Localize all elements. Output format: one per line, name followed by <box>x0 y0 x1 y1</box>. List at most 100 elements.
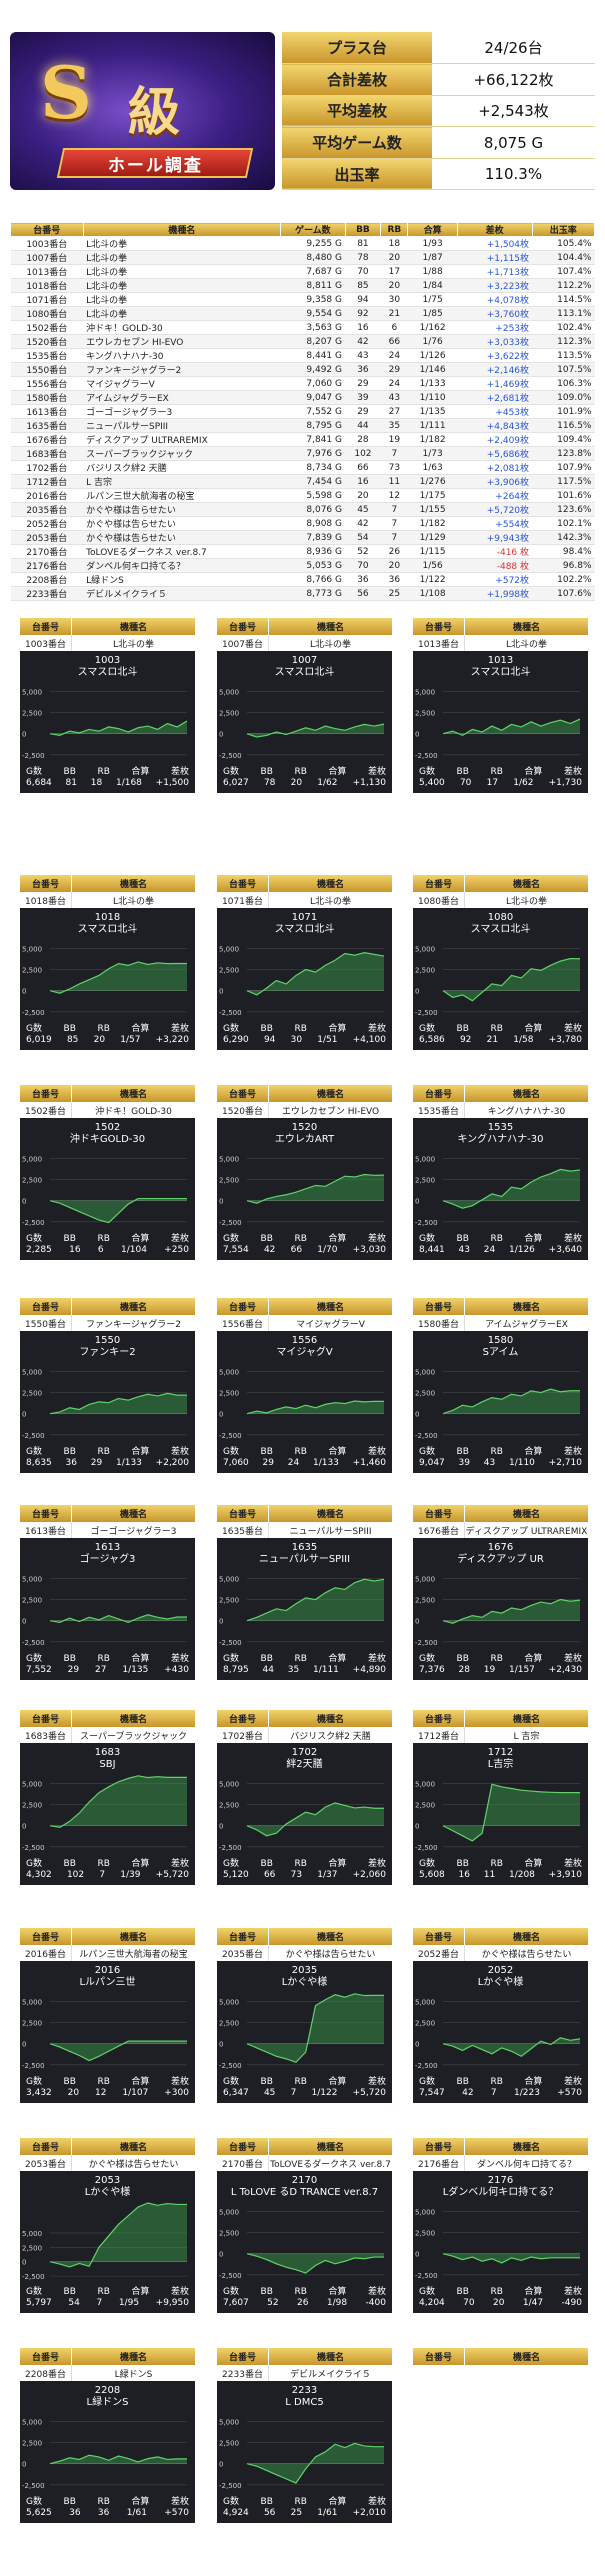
graph-card[interactable]: 台番号 機種名 1502番台 沖ドキ！GOLD-30 1502 沖ドキGOLD-30 5,0… <box>20 1085 195 1260</box>
graph-card[interactable]: 台番号 機種名 2208番台 L緑ドンS 2208 L緑ドンS 5,000 2,500 0 -2,… <box>20 2348 195 2523</box>
table-cell: 7 <box>380 516 408 531</box>
card-subheader: 2016番台 ルパン三世大航海者の秘宝 <box>20 1945 195 1961</box>
table-cell: 1071番台 <box>10 292 84 307</box>
footer-label: RB <box>490 1859 503 1869</box>
table-cell: 25 <box>380 586 408 601</box>
table-row: 1580番台 アイムジャグラーEX 9,047 G 39 43 1/110 +2,681枚 1… <box>10 390 595 405</box>
table-cell: 12 <box>380 488 408 503</box>
footer-label: 差枚 <box>367 1234 386 1244</box>
logo-letter: S <box>40 50 92 135</box>
graph-card[interactable]: 台番号 機種名 2170番台 ToLOVEるダークネス ver.8.7 2170 L To… <box>217 2138 392 2313</box>
footer-value: +1,730 <box>548 778 582 788</box>
graph-card[interactable]: 台番号 機種名 1520番台 エウレカセブン HI-EVO 1520 エウレカART 5,0… <box>217 1085 392 1260</box>
graph-title: 1550 ファンキー2 <box>20 1335 195 1359</box>
footer-value: 4,302 <box>26 1870 52 1880</box>
table-cell: エウレカセブン HI-EVO <box>83 334 281 349</box>
machine-number: 2052番台 <box>413 1945 465 1961</box>
graph-card[interactable]: 台番号 機種名 2016番台 ルパン三世大航海者の秘宝 2016 Lルパン三世 5,000 2… <box>20 1928 195 2103</box>
footer-label: G数 <box>26 1654 42 1664</box>
graph-card[interactable]: 台番号 機種名 1007番台 L北斗の拳 1007 スマスロ北斗 5,000 2,500 0 -2… <box>217 618 392 793</box>
graph-machine: ファンキー2 <box>79 1347 136 1358</box>
footer-value: 6 <box>97 1245 104 1255</box>
graph-card[interactable]: 台番号 機種名 1003番台 L北斗の拳 1003 スマスロ北斗 5,000 2,500 0 -2… <box>20 618 195 793</box>
graph-card[interactable]: 台番号 機種名 1683番台 スーパーブラックジャック 1683 SBJ 5,000 2,50… <box>20 1710 195 1885</box>
graph-card[interactable]: 台番号 機種名 1613番台 ゴーゴージャグラー3 1613 ゴージャグ3 5,000 2,5… <box>20 1505 195 1680</box>
graph-card[interactable]: 台番号 機種名 2052番台 かぐや様は告らせたい 2052 Lかぐや様 5,000 2,50… <box>413 1928 588 2103</box>
table-cell: 8,908 G <box>280 516 345 531</box>
graph-machine: スマスロ北斗 <box>470 924 531 935</box>
footer-value: 8,795 <box>223 1665 249 1675</box>
y-tick-label: 2,500 <box>415 1177 435 1185</box>
machine-name: デビルメイクライ５ <box>290 2369 371 2380</box>
footer-value: +3,780 <box>548 1035 582 1045</box>
graph-card[interactable]: 台番号 機種名 2035番台 かぐや様は告らせたい 2035 Lかぐや様 5,000 2,50… <box>217 1928 392 2103</box>
graph-card[interactable]: 台番号 機種名 1535番台 キングハナハナ-30 1535 キングハナハナ-30 5,00… <box>413 1085 588 1260</box>
table-cell: 1/133 <box>407 376 458 391</box>
table-cell: 16 <box>345 320 381 335</box>
machine-number: 1080番台 <box>413 892 465 908</box>
footer-value: 1/111 <box>312 1665 339 1675</box>
footer-value: 27 <box>95 1665 107 1675</box>
graph-card[interactable]: 台番号 機種名 2176番台 ダンベル何キロ持てる？ 2176 Lダンベル何キロ持てる？ 5… <box>413 2138 588 2313</box>
table-cell: 1/135 <box>407 404 458 419</box>
machine-name: L北斗の拳 <box>309 896 351 907</box>
footer-label: G数 <box>26 1447 42 1457</box>
footer-value: 1/62 <box>513 778 534 788</box>
graph-card[interactable]: 台番号 機種名 1580番台 アイムジャグラーEX 1580 Sアイム 5,000 2,500… <box>413 1298 588 1473</box>
footer-labels: G数 BB RB 合算 差枚 <box>223 2077 386 2088</box>
table-cell: 39 <box>345 390 381 405</box>
card-no-label: 台番号 <box>413 618 465 635</box>
graph-number: 1580 <box>487 1335 514 1346</box>
table-cell: 29 <box>345 376 381 391</box>
footer-label: RB <box>294 1654 307 1664</box>
footer-label: 差枚 <box>170 1859 189 1869</box>
graph-card[interactable]: 台番号 機種名 1635番台 ニューパルサーSPIII 1635 ニューパルサーSPIII… <box>217 1505 392 1680</box>
table-cell: 116.5% <box>532 418 595 433</box>
table-cell: 104.4% <box>532 250 595 265</box>
footer-value: 1/104 <box>120 1245 147 1255</box>
graph-card[interactable]: 台番号 機種名 1013番台 L北斗の拳 1013 スマスロ北斗 5,000 2,500 0 -2… <box>413 618 588 793</box>
card-header: 台番号 機種名 <box>413 1928 588 1945</box>
table-cell: 123.6% <box>532 502 595 517</box>
table-cell: +1,115枚 <box>457 250 533 265</box>
graph-card[interactable]: 台番号 機種名 2233番台 デビルメイクライ５ 2233 L DMC5 5,000 2,50… <box>217 2348 392 2523</box>
graph-machine: L DMC5 <box>285 2397 324 2408</box>
footer-value: 4,924 <box>223 2508 249 2518</box>
card-no-label: 台番号 <box>217 1085 269 1102</box>
footer-label: 合算 <box>131 1447 150 1457</box>
y-tick-label: 2,500 <box>22 1177 42 1185</box>
card-no-label: 台番号 <box>217 875 269 892</box>
footer-value: 1/133 <box>115 1458 142 1468</box>
table-cell: +5,720枚 <box>457 502 533 517</box>
y-tick-label: 5,000 <box>22 1155 42 1163</box>
footer-label: RB <box>294 2287 307 2297</box>
graph-card[interactable]: 台番号 機種名 1556番台 マイジャグラーV 1556 マイジャグV 5,000 2,500… <box>217 1298 392 1473</box>
graph-footer: G数 BB RB 合算 差枚 4,924 56 25 1/61 +2,010 <box>217 2497 392 2519</box>
table-cell: 1/63 <box>407 460 458 475</box>
graph-card[interactable]: 台番号 機種名 1071番台 L北斗の拳 1071 スマスロ北斗 5,000 2,500 0 -2… <box>217 875 392 1050</box>
graph-card[interactable]: 台番号 機種名 2053番台 かぐや様は告らせたい 2053 Lかぐや様 5,000 2,50… <box>20 2138 195 2313</box>
graph-card[interactable]: 台番号 機種名 1676番台 ディスクアップ ULTRAREMIX 1676 ディスクアッ… <box>413 1505 588 1680</box>
footer-value: +3,030 <box>352 1245 386 1255</box>
y-tick-label: 0 <box>219 988 223 996</box>
table-row: 1071番台 L北斗の拳 9,358 G 94 30 1/75 +4,078枚 114.5% <box>10 292 595 307</box>
footer-values: 6,347 45 7 1/122 +5,720 <box>223 2088 386 2099</box>
graph-title: 1635 ニューパルサーSPIII <box>217 1542 392 1566</box>
card-no-label: 台番号 <box>217 2138 269 2155</box>
machine-number: 2035番台 <box>217 1945 269 1961</box>
graph-card[interactable]: 台番号 機種名 1550番台 ファンキージャグラー2 1550 ファンキー2 5,000 2,… <box>20 1298 195 1473</box>
graph-card[interactable]: 台番号 機種名 1018番台 L北斗の拳 1018 スマスロ北斗 5,000 2,500 0 -2… <box>20 875 195 1050</box>
machine-number: 2016番台 <box>20 1945 72 1961</box>
graph-card[interactable]: 台番号 機種名 1702番台 バジリスク絆2 天膳 1702 絆2天膳 5,000 2,500… <box>217 1710 392 1885</box>
card-name-label: 機種名 <box>269 875 392 892</box>
y-tick-label: 5,000 <box>219 1780 239 1788</box>
graph-card[interactable]: 台番号 機種名 1080番台 L北斗の拳 1080 スマスロ北斗 5,000 2,500 0 -2… <box>413 875 588 1050</box>
table-cell: L北斗の拳 <box>83 278 281 293</box>
slump-graph: 5,000 2,500 0 -2,500 <box>22 1998 187 2070</box>
slump-graph: 5,000 2,500 0 -2,500 <box>22 1775 187 1852</box>
footer-value: +3,640 <box>548 1245 582 1255</box>
card-subheader: 2035番台 かぐや様は告らせたい <box>217 1945 392 1961</box>
graph-card[interactable]: 台番号 機種名 1712番台 L 吉宗 1712 L吉宗 5,000 2,500 0 -2,500… <box>413 1710 588 1885</box>
table-row: 2053番台 かぐや様は告らせたい 7,839 G 54 7 1/129 +9,943枚 14… <box>10 530 595 545</box>
table-row: 2035番台 かぐや様は告らせたい 8,076 G 45 7 1/155 +5,720枚 12… <box>10 502 595 517</box>
